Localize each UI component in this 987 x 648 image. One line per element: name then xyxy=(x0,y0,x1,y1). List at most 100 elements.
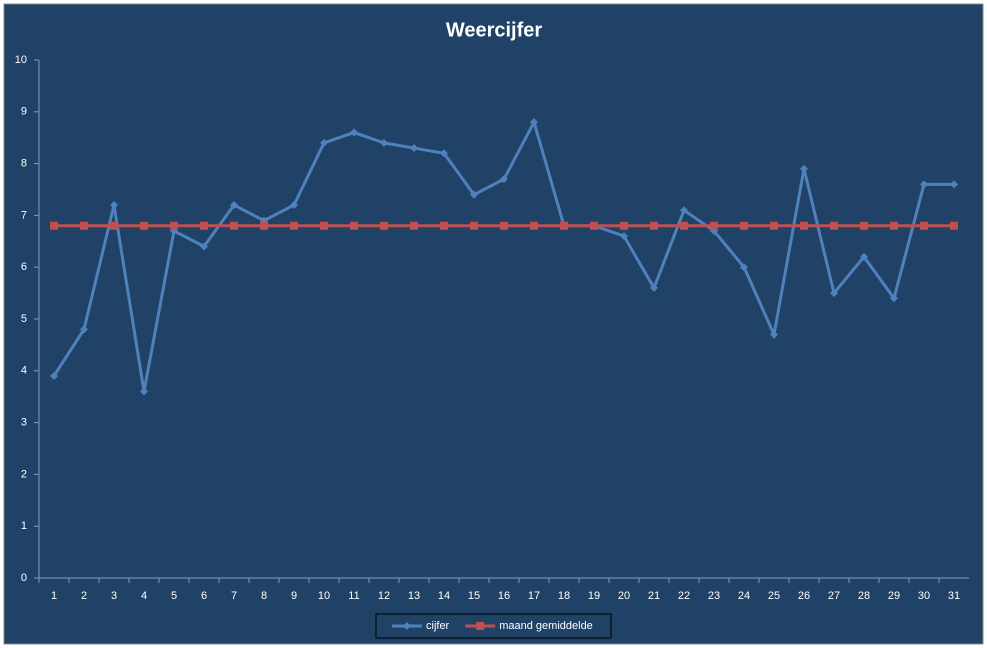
point xyxy=(110,221,118,230)
point xyxy=(830,221,838,230)
point xyxy=(740,221,748,230)
point xyxy=(200,221,208,230)
point xyxy=(500,221,508,230)
point xyxy=(320,138,328,147)
point xyxy=(350,128,358,137)
point xyxy=(650,221,658,230)
x-tick-label: 23 xyxy=(708,590,720,602)
x-tick-label: 13 xyxy=(408,590,420,602)
legend-box xyxy=(375,613,612,639)
point xyxy=(620,232,628,241)
x-tick-label: 5 xyxy=(171,590,177,602)
point xyxy=(800,164,808,173)
point xyxy=(950,180,958,189)
point xyxy=(230,201,238,210)
y-tick-label: 4 xyxy=(21,365,27,377)
x-tick-label: 10 xyxy=(318,590,330,602)
point xyxy=(110,201,118,210)
y-tick-label: 3 xyxy=(21,417,27,429)
point xyxy=(620,221,628,230)
legend-marker xyxy=(476,622,485,630)
point xyxy=(140,387,148,396)
x-tick-label: 28 xyxy=(858,590,870,602)
point xyxy=(860,252,868,261)
y-tick-label: 8 xyxy=(21,158,27,170)
point xyxy=(80,221,88,230)
point xyxy=(890,221,898,230)
point xyxy=(950,221,958,230)
point xyxy=(800,221,808,230)
point xyxy=(470,221,478,230)
point xyxy=(920,180,928,189)
point xyxy=(320,221,328,230)
x-tick-label: 17 xyxy=(528,590,540,602)
x-tick-label: 7 xyxy=(231,590,237,602)
x-tick-label: 29 xyxy=(888,590,900,602)
x-tick-label: 8 xyxy=(261,590,267,602)
point xyxy=(170,221,178,230)
point xyxy=(410,144,418,153)
point xyxy=(650,283,658,292)
x-tick-label: 20 xyxy=(618,590,630,602)
x-tick-label: 11 xyxy=(348,590,359,602)
x-tick-label: 22 xyxy=(678,590,690,602)
x-tick-label: 12 xyxy=(378,590,390,602)
point xyxy=(770,330,778,339)
point xyxy=(740,263,748,272)
legend-label: maand gemiddelde xyxy=(499,620,593,632)
legend-label: cijfer xyxy=(426,620,450,632)
x-tick-label: 18 xyxy=(558,590,570,602)
point xyxy=(470,190,478,199)
point xyxy=(590,221,598,230)
point xyxy=(530,221,538,230)
point xyxy=(890,294,898,303)
x-tick-label: 27 xyxy=(828,590,840,602)
point xyxy=(260,221,268,230)
point xyxy=(680,221,688,230)
x-tick-label: 1 xyxy=(51,590,57,602)
x-tick-label: 9 xyxy=(291,590,297,602)
x-tick-label: 30 xyxy=(918,590,930,602)
x-tick-label: 21 xyxy=(648,590,660,602)
y-tick-label: 9 xyxy=(21,106,27,118)
point xyxy=(770,221,778,230)
point xyxy=(380,221,388,230)
x-tick-label: 3 xyxy=(111,590,117,602)
x-tick-label: 6 xyxy=(201,590,207,602)
point xyxy=(830,289,838,298)
point xyxy=(50,371,58,380)
point xyxy=(920,221,928,230)
point xyxy=(440,221,448,230)
y-tick-label: 0 xyxy=(21,572,27,584)
chart-background xyxy=(3,3,984,645)
point xyxy=(680,206,688,215)
point xyxy=(710,221,718,230)
x-tick-label: 4 xyxy=(141,590,147,602)
y-tick-label: 6 xyxy=(21,261,27,273)
x-tick-label: 2 xyxy=(81,590,87,602)
x-tick-label: 31 xyxy=(948,590,960,602)
point xyxy=(290,201,298,210)
point xyxy=(290,221,298,230)
point xyxy=(80,325,88,334)
y-tick-label: 10 xyxy=(15,54,27,66)
y-tick-label: 2 xyxy=(21,468,27,480)
point xyxy=(560,221,568,230)
x-tick-label: 26 xyxy=(798,590,810,602)
point xyxy=(500,175,508,184)
point xyxy=(860,221,868,230)
x-tick-label: 16 xyxy=(498,590,510,602)
legend-marker xyxy=(403,622,411,630)
point xyxy=(410,221,418,230)
point xyxy=(200,242,208,251)
x-tick-label: 25 xyxy=(768,590,780,602)
point xyxy=(350,221,358,230)
y-tick-label: 5 xyxy=(21,313,27,325)
point xyxy=(230,221,238,230)
point xyxy=(380,138,388,147)
point xyxy=(50,221,58,230)
point xyxy=(530,118,538,127)
x-tick-label: 19 xyxy=(588,590,600,602)
